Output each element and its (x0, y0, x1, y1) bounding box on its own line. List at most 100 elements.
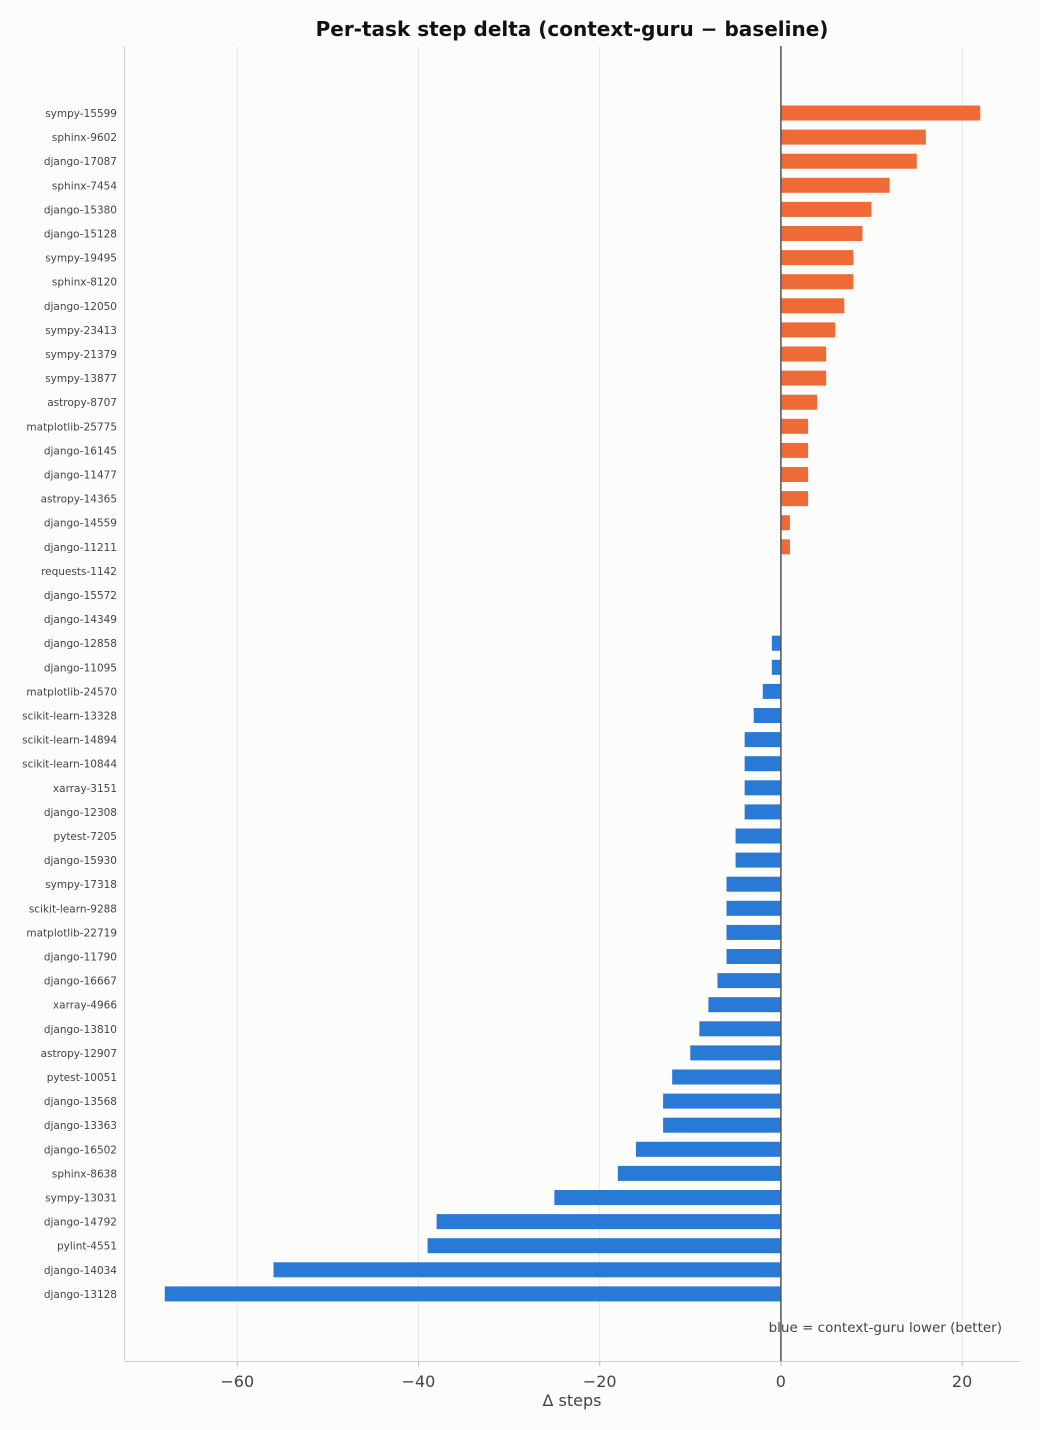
y-tick-label: sphinx-8120 (52, 277, 117, 289)
y-tick-label: pytest-10051 (47, 1072, 117, 1084)
y-tick-label: django-13363 (44, 1120, 117, 1132)
y-tick-label: django-13128 (44, 1289, 117, 1301)
y-tick-label: scikit-learn-10844 (22, 759, 117, 771)
y-tick-label: sympy-21379 (45, 349, 117, 361)
y-tick-label: django-17087 (44, 156, 117, 168)
y-tick-label: sympy-17318 (45, 879, 117, 891)
x-tick-label: −20 (583, 1372, 617, 1391)
y-tick-label: scikit-learn-13328 (22, 711, 117, 723)
bar-django-12050 (780, 298, 845, 314)
bar-sphinx-8638 (617, 1165, 781, 1181)
bar-xarray-3151 (744, 780, 781, 796)
y-tick-label: django-12308 (44, 807, 117, 819)
bar-django-15128 (780, 226, 863, 241)
bar-django-15380 (780, 201, 872, 217)
y-tick-label: scikit-learn-14894 (22, 735, 117, 747)
bar-sympy-15599 (780, 105, 981, 121)
y-tick-label: django-14559 (44, 518, 117, 530)
bar-django-16667 (717, 973, 781, 989)
y-tick-label: astropy-8707 (47, 397, 117, 409)
bar-scikit-learn-10844 (744, 756, 781, 772)
y-tick-label: django-15930 (44, 855, 117, 867)
bar-scikit-learn-9288 (726, 900, 781, 916)
bar-django-14792 (436, 1214, 781, 1230)
y-tick-label: sympy-15599 (45, 108, 117, 120)
bar-astropy-8707 (780, 394, 818, 410)
bar-django-12308 (744, 804, 781, 820)
y-tick-label: matplotlib-25775 (26, 421, 117, 433)
y-tick-label: matplotlib-22719 (26, 927, 117, 939)
bar-sympy-13031 (554, 1190, 781, 1205)
bar-xarray-4966 (708, 997, 781, 1013)
y-tick-label: pylint-4551 (57, 1241, 117, 1253)
y-tick-label: astropy-12907 (41, 1048, 117, 1060)
y-tick-label: django-15572 (44, 590, 117, 602)
y-tick-label: django-15128 (44, 229, 117, 241)
x-tick-labels: −60 −40 −20 0 20 (220, 1361, 972, 1391)
bar-django-16502 (635, 1141, 781, 1157)
bar-django-13363 (663, 1117, 781, 1133)
y-tick-label: sympy-13031 (45, 1193, 117, 1205)
y-tick-label: django-16145 (44, 445, 117, 457)
y-tick-label: django-15380 (44, 204, 117, 216)
y-tick-label: django-13568 (44, 1096, 117, 1108)
grid-lines (236, 46, 963, 1361)
bar-django-15930 (735, 852, 781, 868)
y-tick-label: scikit-learn-9288 (29, 903, 117, 915)
y-tick-label: django-12858 (44, 638, 117, 650)
y-tick-label: django-11477 (44, 470, 117, 482)
y-tick-label: sympy-13877 (45, 373, 117, 385)
y-tick-labels: sympy-15599 sphinx-9602 django-17087 sphinx… (22, 108, 117, 1301)
bar-django-14559 (780, 515, 790, 531)
y-tick-label: django-11095 (44, 662, 117, 674)
bar-django-14034 (273, 1262, 781, 1278)
y-tick-label: sphinx-7454 (52, 180, 117, 192)
bar-sympy-19495 (780, 250, 854, 266)
y-tick-label: django-14034 (44, 1265, 117, 1277)
bar-django-11477 (780, 467, 809, 482)
y-tick-label: django-14349 (44, 614, 117, 626)
bars (164, 105, 981, 1302)
bar-astropy-14365 (780, 491, 809, 507)
bar-matplotlib-24570 (762, 683, 781, 699)
y-tick-label: django-11211 (44, 542, 117, 554)
bar-pytest-7205 (735, 828, 781, 844)
bar-django-11211 (780, 539, 790, 555)
bar-sympy-13877 (780, 370, 827, 386)
annotation-note: blue = context-guru lower (better) (769, 1320, 1002, 1336)
bar-scikit-learn-14894 (744, 732, 781, 748)
y-tick-label: pytest-7205 (53, 831, 117, 843)
bar-astropy-12907 (690, 1045, 781, 1061)
bar-sympy-17318 (726, 876, 781, 892)
bar-sphinx-8120 (780, 274, 854, 290)
bar-sympy-21379 (780, 346, 827, 362)
y-tick-label: matplotlib-24570 (26, 686, 117, 698)
bar-scikit-learn-13328 (753, 708, 781, 723)
bar-django-12858 (771, 635, 781, 651)
y-tick-label: django-14792 (44, 1217, 117, 1229)
bar-pylint-4551 (427, 1238, 781, 1254)
y-tick-label: django-12050 (44, 301, 117, 313)
x-axis-label: Δ steps (543, 1391, 602, 1410)
bar-sphinx-7454 (780, 177, 890, 193)
bar-django-11095 (771, 659, 781, 675)
y-tick-label: django-16667 (44, 976, 117, 988)
bar-django-17087 (780, 153, 917, 169)
y-tick-label: requests-1142 (41, 566, 117, 578)
y-tick-label: sympy-23413 (45, 325, 117, 337)
bar-pytest-10051 (672, 1069, 781, 1085)
y-tick-label: django-11790 (44, 952, 117, 964)
y-tick-label: sphinx-8638 (52, 1168, 117, 1180)
bar-django-13128 (164, 1286, 781, 1302)
bar-django-13810 (699, 1021, 781, 1037)
x-tick-label: −60 (220, 1372, 254, 1391)
bar-sphinx-9602 (780, 129, 926, 145)
x-tick-label: 20 (952, 1372, 972, 1391)
y-tick-label: xarray-4966 (53, 1000, 117, 1012)
y-tick-label: django-13810 (44, 1024, 117, 1036)
bar-django-16145 (780, 442, 809, 458)
y-tick-label: django-16502 (44, 1144, 117, 1156)
x-tick-label: 0 (776, 1372, 786, 1391)
bar-sympy-23413 (780, 322, 836, 338)
